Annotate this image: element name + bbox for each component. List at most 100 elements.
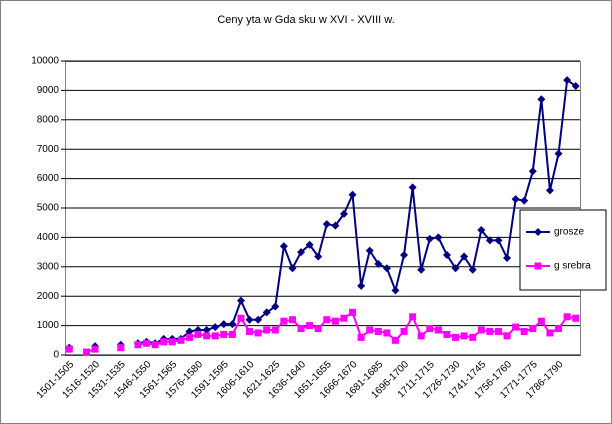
marker [486, 327, 494, 335]
marker [331, 317, 339, 325]
marker [512, 323, 520, 331]
marker [219, 320, 228, 329]
y-tick-label: 2000 [37, 291, 60, 302]
marker [503, 253, 512, 262]
marker [314, 325, 322, 333]
marker [168, 338, 176, 346]
marker [537, 317, 545, 325]
marker [571, 81, 580, 90]
series-line [137, 78, 577, 345]
marker [348, 190, 357, 199]
marker [460, 252, 469, 261]
marker [82, 348, 90, 356]
marker [434, 233, 443, 242]
marker [220, 330, 228, 338]
marker [228, 320, 237, 329]
marker [494, 236, 503, 245]
marker [365, 246, 374, 255]
marker [383, 329, 391, 337]
marker [306, 322, 314, 330]
marker [211, 323, 220, 332]
marker [245, 315, 254, 324]
marker [185, 333, 193, 341]
marker [452, 333, 460, 341]
marker [520, 196, 529, 205]
marker [425, 234, 434, 243]
marker [117, 344, 125, 352]
marker [322, 220, 331, 229]
y-tick-label: 1000 [37, 320, 60, 331]
marker [151, 341, 159, 349]
y-tick-label: 0 [53, 350, 59, 361]
marker [400, 327, 408, 335]
marker [211, 332, 219, 340]
marker [185, 327, 194, 336]
marker [374, 327, 382, 335]
marker [91, 345, 99, 353]
marker [160, 338, 168, 346]
marker [511, 195, 520, 204]
legend-label: g srebra [554, 261, 591, 272]
marker [572, 314, 580, 322]
marker [520, 327, 528, 335]
marker [271, 326, 279, 334]
marker [236, 296, 245, 305]
y-tick-label: 6000 [37, 173, 60, 184]
marker [203, 332, 211, 340]
marker [314, 252, 323, 261]
marker [382, 264, 391, 273]
y-tick-label: 3000 [37, 261, 60, 272]
marker [65, 345, 73, 353]
marker [391, 286, 400, 295]
marker [374, 259, 383, 268]
marker [357, 281, 366, 290]
legend-marker [534, 262, 542, 270]
marker [477, 326, 485, 334]
marker [237, 314, 245, 322]
marker [468, 265, 477, 274]
y-tick-label: 4000 [37, 232, 60, 243]
marker [546, 329, 554, 337]
marker [331, 221, 340, 230]
marker [202, 326, 211, 335]
legend-label: grosze [554, 227, 584, 238]
y-tick-label: 9000 [37, 85, 60, 96]
marker [177, 336, 185, 344]
marker [545, 186, 554, 195]
legend-marker [534, 228, 542, 236]
marker [477, 226, 486, 235]
marker [442, 251, 451, 260]
y-tick-label: 8000 [37, 114, 60, 125]
marker [228, 330, 236, 338]
marker [460, 332, 468, 340]
marker [323, 316, 331, 324]
marker [263, 326, 271, 334]
y-tick-label: 10000 [31, 56, 59, 67]
y-tick-label: 7000 [37, 144, 60, 155]
marker [288, 264, 297, 273]
marker [340, 314, 348, 322]
marker [391, 336, 399, 344]
marker [143, 339, 151, 347]
marker [485, 236, 494, 245]
marker [279, 242, 288, 251]
marker [246, 327, 254, 335]
marker [408, 183, 417, 192]
marker [254, 315, 263, 324]
marker [417, 265, 426, 274]
marker [494, 327, 502, 335]
marker [254, 329, 262, 337]
marker [443, 330, 451, 338]
marker [563, 76, 572, 85]
marker [134, 341, 142, 349]
marker [305, 240, 314, 249]
marker [271, 302, 280, 311]
marker [357, 333, 365, 341]
marker [262, 308, 271, 317]
y-tick-label: 5000 [37, 203, 60, 214]
marker [194, 330, 202, 338]
marker [529, 325, 537, 333]
marker [400, 251, 409, 260]
marker [451, 264, 460, 273]
